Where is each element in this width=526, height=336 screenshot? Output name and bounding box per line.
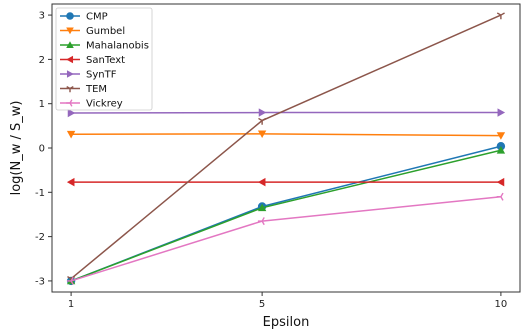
series-layer	[66, 12, 506, 286]
x-tick-label: 1	[68, 299, 74, 310]
y-tick-label: -3	[35, 276, 45, 287]
x-axis-label: Epsilon	[263, 315, 310, 330]
y-tick-label: 3	[39, 11, 45, 22]
data-point-syntf	[67, 108, 76, 118]
data-point-santext	[496, 177, 505, 187]
legend-marker-gumbel	[66, 27, 74, 35]
legend-label-cmp: CMP	[86, 12, 108, 23]
legend-label-vickrey: Vickrey	[86, 99, 123, 110]
series-line-gumbel	[71, 133, 501, 137]
legend-label-gumbel: Gumbel	[86, 26, 125, 37]
y-tick-label: 2	[39, 55, 45, 66]
data-point-syntf	[258, 108, 267, 117]
x-tick-label: 10	[495, 299, 508, 310]
x-tick-label: 5	[259, 299, 265, 310]
data-point-santext	[66, 177, 75, 187]
data-point-vickrey	[66, 276, 74, 285]
legend-label-santext: SanText	[86, 55, 125, 66]
legend-label-mahalanobis: Mahalanobis	[86, 41, 149, 52]
legend-marker-mahalanobis	[66, 41, 74, 49]
y-tick-label: 0	[39, 144, 45, 155]
legend-marker-santext	[66, 55, 74, 64]
legend-label-tem: TEM	[85, 84, 107, 95]
data-point-syntf	[497, 108, 506, 117]
data-point-mahalanobis	[496, 146, 506, 154]
y-tick-label: 1	[39, 99, 45, 110]
data-point-gumbel	[66, 130, 76, 139]
data-point-tem	[496, 12, 505, 20]
series-line-vickrey	[70, 195, 501, 282]
legend-marker-syntf	[66, 70, 74, 78]
legend: CMP Gumbel Mahalanobis SanText SynTF TEM Vickr…	[55, 7, 153, 111]
legend-marker-vickrey	[66, 99, 73, 107]
legend-marker-tem	[66, 85, 74, 93]
data-point-santext	[257, 177, 266, 187]
y-axis-label: log(N_w / S_w)	[9, 101, 24, 196]
data-point-vickrey	[257, 217, 265, 226]
data-point-tem	[258, 117, 267, 125]
data-point-mahalanobis	[257, 203, 267, 212]
y-tick-label: -2	[35, 232, 45, 243]
data-point-gumbel	[257, 130, 267, 139]
legend-label-syntf: SynTF	[86, 70, 117, 81]
data-point-vickrey	[496, 192, 504, 201]
ticks-layer: -3 -2 -1 0 1 2 3 1 5 10	[35, 11, 507, 310]
legend-box	[55, 7, 153, 111]
data-point-gumbel	[496, 132, 506, 140]
y-tick-label: -1	[35, 188, 45, 199]
legend-marker-cmp	[66, 12, 74, 20]
